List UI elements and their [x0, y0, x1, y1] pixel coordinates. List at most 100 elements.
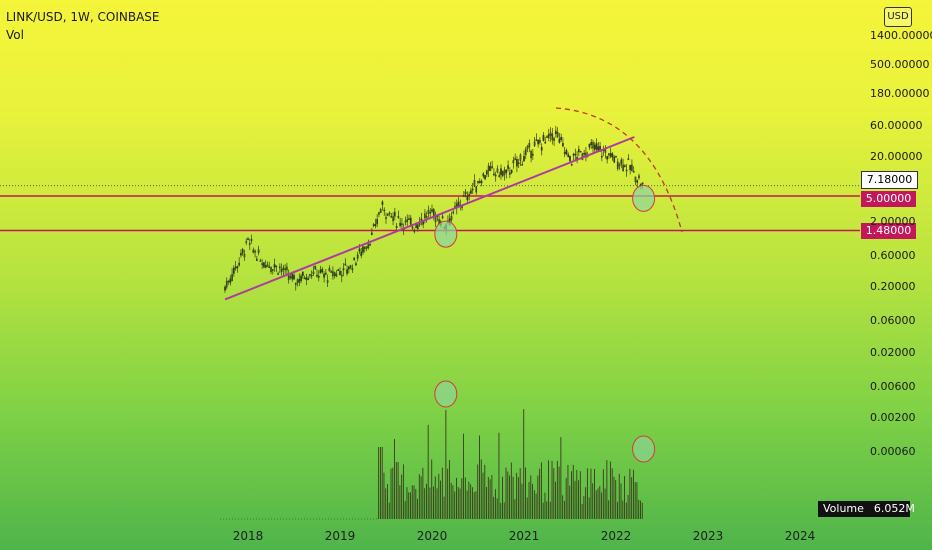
candle-body	[432, 209, 435, 216]
candle-body	[579, 151, 582, 153]
candle-body	[427, 209, 430, 214]
candle-body	[273, 264, 276, 268]
candle-body	[558, 138, 561, 143]
candle-body	[300, 275, 302, 281]
candle-body	[255, 258, 258, 261]
candle-body	[425, 216, 428, 218]
candle-body	[411, 226, 414, 229]
candle-body	[232, 267, 235, 274]
candle-body	[563, 152, 566, 154]
candle-body	[478, 181, 481, 183]
candle-body	[542, 135, 545, 141]
candle-body	[480, 180, 483, 184]
y-tick-label: 0.00060	[870, 445, 916, 458]
candle-body	[491, 166, 494, 168]
y-tick-label: 0.00600	[870, 379, 916, 393]
candle-body	[263, 262, 265, 268]
y-tick-label: 2.00000	[870, 214, 916, 228]
candle-body	[574, 153, 577, 156]
candle-body	[638, 175, 640, 179]
current-price-tag: 7.18000	[861, 171, 918, 189]
candle-body	[328, 267, 331, 272]
candle-body	[517, 162, 520, 164]
level-148-tag: 1.48000	[861, 223, 916, 239]
y-tick-label: 0.02000	[870, 345, 916, 359]
candle-body	[356, 254, 359, 259]
candle-body	[620, 159, 623, 165]
candle-body	[519, 154, 522, 161]
candle-body	[298, 279, 301, 283]
candle-body	[539, 139, 541, 143]
candle-body	[554, 130, 557, 135]
candle-body	[296, 279, 299, 283]
candle-body	[562, 142, 564, 147]
candle-body	[332, 271, 334, 277]
candle-body	[406, 219, 409, 222]
candle-body	[528, 143, 531, 148]
candle-body	[553, 138, 555, 141]
candle-body	[592, 142, 594, 149]
x-tick-label: 2020	[416, 529, 448, 543]
candle-body	[241, 249, 244, 254]
candle-body	[238, 262, 241, 266]
candle-body	[416, 224, 419, 229]
candle-body	[618, 164, 621, 167]
candle-body	[590, 142, 593, 145]
candle-body	[429, 211, 432, 214]
candle-body	[487, 165, 490, 172]
x-tick-label: 2024	[784, 529, 816, 543]
candle-body	[397, 216, 400, 218]
candle-body	[521, 164, 524, 166]
candle-body	[351, 267, 354, 271]
candle-body	[268, 266, 271, 269]
candle-body	[383, 209, 386, 212]
volume-indicator-label[interactable]: Vol	[6, 28, 24, 42]
candle-body	[569, 156, 571, 162]
candle-body	[547, 133, 550, 139]
candle-body	[494, 174, 497, 177]
candle-body	[567, 154, 570, 157]
candle-body	[324, 272, 327, 275]
candle-body	[362, 246, 364, 253]
candle-body	[266, 264, 269, 267]
candle-body	[475, 186, 478, 193]
candle-body	[301, 271, 304, 277]
candle-body	[424, 213, 426, 219]
candle-body	[546, 136, 548, 138]
candle-body	[526, 146, 529, 149]
y-tick-label: 500.00000	[870, 58, 930, 72]
currency-badge[interactable]: USD	[884, 7, 912, 27]
candle-body	[408, 218, 410, 220]
y-tick-label: 1400.00000	[870, 29, 932, 43]
candle-body	[464, 191, 467, 195]
candle-body	[498, 175, 501, 177]
candle-body	[516, 159, 518, 167]
candle-body	[286, 266, 288, 271]
candle-body	[593, 144, 596, 150]
candle-body	[523, 155, 525, 162]
candle-body	[367, 244, 370, 248]
candle-body	[570, 163, 573, 166]
candle-body	[227, 280, 230, 283]
candle-body	[537, 139, 540, 145]
candle-body	[310, 274, 313, 277]
candle-body	[565, 150, 568, 155]
candle-body	[544, 141, 547, 144]
x-tick-label: 2018	[232, 529, 264, 543]
highlight-circle	[434, 220, 458, 248]
candle-body	[344, 263, 347, 266]
candle-body	[385, 217, 387, 219]
candle-body	[627, 158, 630, 161]
candle-body	[374, 224, 377, 227]
candle-body	[577, 149, 580, 153]
candle-body	[508, 172, 511, 175]
candle-body	[370, 232, 373, 235]
candle-body	[631, 164, 633, 172]
volume-readout-value: 6.052M	[873, 502, 915, 515]
candle-body	[634, 176, 637, 182]
candle-body	[277, 273, 279, 275]
candle-body	[470, 190, 472, 194]
candle-body	[347, 266, 350, 270]
